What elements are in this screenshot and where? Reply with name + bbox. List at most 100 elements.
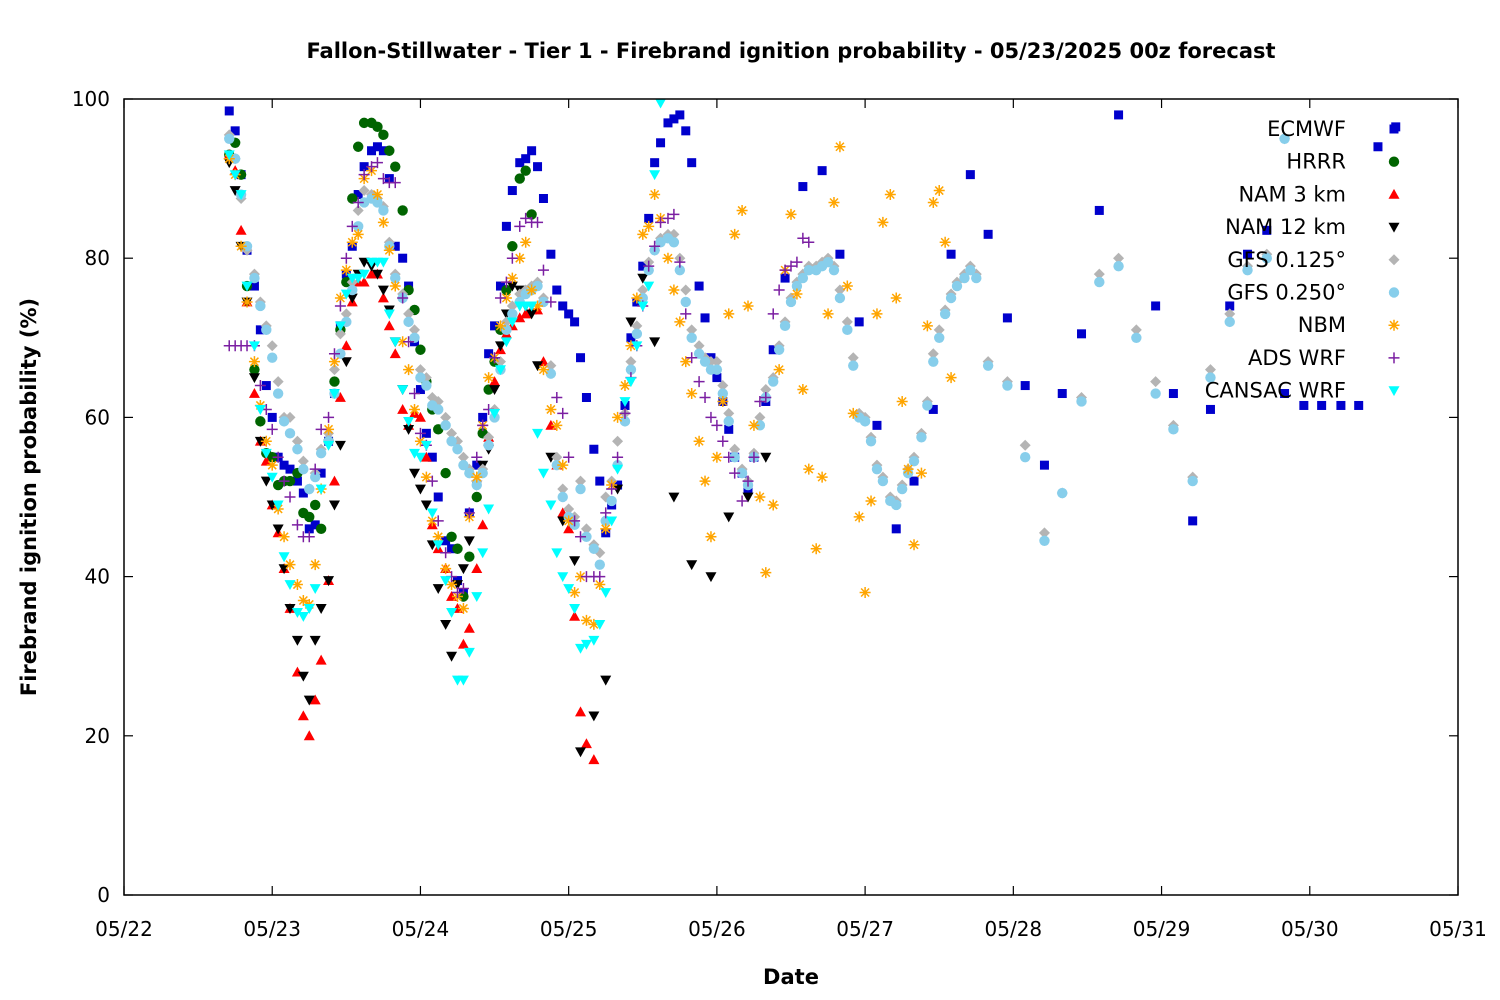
data-point xyxy=(532,280,543,292)
x-tick-label: 05/30 xyxy=(1281,917,1339,941)
data-point xyxy=(248,356,260,368)
data-point xyxy=(693,340,705,352)
legend-label: CANSAC WRF xyxy=(1205,379,1346,403)
data-point xyxy=(569,556,581,567)
data-point xyxy=(291,635,303,646)
data-point xyxy=(490,321,500,331)
data-point xyxy=(463,647,475,658)
data-point xyxy=(580,614,592,626)
data-point xyxy=(315,484,327,495)
data-point xyxy=(612,484,624,495)
data-point xyxy=(600,523,612,535)
y-tick-label: 20 xyxy=(85,724,110,748)
data-point xyxy=(340,264,352,276)
data-point xyxy=(631,320,643,332)
data-point xyxy=(1130,324,1142,336)
data-point xyxy=(922,400,933,411)
data-point xyxy=(619,416,631,427)
data-point xyxy=(563,503,575,515)
data-point xyxy=(292,444,303,455)
data-point xyxy=(890,292,902,304)
data-point xyxy=(546,249,556,259)
data-point xyxy=(390,241,400,251)
y-axis-label: Firebrand ignition probability (%) xyxy=(17,298,41,696)
data-point xyxy=(346,220,358,232)
data-point xyxy=(284,475,296,487)
data-point xyxy=(1113,260,1124,272)
data-point xyxy=(501,284,512,296)
data-point xyxy=(278,416,290,427)
data-point xyxy=(309,694,321,705)
series-7 xyxy=(223,157,815,599)
data-point xyxy=(235,224,247,235)
data-point xyxy=(594,579,606,591)
data-point xyxy=(334,440,346,451)
data-point xyxy=(483,372,495,384)
data-point xyxy=(366,161,378,173)
data-point xyxy=(229,170,241,181)
data-point xyxy=(662,252,674,264)
data-point xyxy=(377,216,389,228)
data-point xyxy=(494,320,506,332)
data-point xyxy=(1057,487,1068,499)
data-point xyxy=(982,360,994,371)
data-point xyxy=(588,635,600,646)
data-point xyxy=(520,165,531,176)
data-point xyxy=(575,643,587,654)
data-point xyxy=(600,675,612,686)
data-point xyxy=(323,576,335,587)
data-point xyxy=(575,483,586,495)
data-point xyxy=(545,368,557,379)
data-point xyxy=(446,591,458,601)
data-point xyxy=(1076,396,1087,407)
data-point xyxy=(588,543,600,554)
data-point xyxy=(558,301,568,311)
data-point xyxy=(736,204,748,216)
data-point xyxy=(507,241,518,252)
data-point xyxy=(1168,424,1179,435)
data-point xyxy=(896,395,908,407)
data-point xyxy=(446,531,457,542)
data-point xyxy=(552,285,562,295)
data-point xyxy=(785,260,797,272)
data-point xyxy=(440,467,451,479)
data-point xyxy=(403,336,415,348)
data-point xyxy=(711,364,723,375)
legend-label: HRRR xyxy=(1286,150,1346,174)
data-point xyxy=(414,452,426,463)
data-point xyxy=(915,467,927,479)
data-point xyxy=(506,281,518,292)
data-point xyxy=(1038,527,1050,539)
data-point xyxy=(959,272,970,284)
data-point xyxy=(533,162,543,172)
data-point xyxy=(545,403,557,415)
data-point xyxy=(551,451,563,463)
data-point xyxy=(655,98,667,109)
data-point xyxy=(754,491,766,503)
data-point xyxy=(1317,400,1327,410)
data-point xyxy=(383,244,395,256)
data-point xyxy=(662,212,674,224)
chart-title: Fallon-Stillwater - Tier 1 - Firebrand i… xyxy=(306,39,1275,63)
data-point xyxy=(353,190,363,200)
data-point xyxy=(729,228,741,240)
data-point xyxy=(346,236,358,248)
data-point xyxy=(600,507,612,519)
data-point xyxy=(797,272,809,284)
data-point xyxy=(421,428,431,438)
data-point xyxy=(358,169,370,181)
data-point xyxy=(1113,252,1125,264)
data-point xyxy=(575,706,587,717)
data-point xyxy=(427,452,437,462)
legend: ECMWF HRRR NAM 3 km NAM 12 km GFS 0.125° GFS … xyxy=(1205,117,1400,403)
data-point xyxy=(668,284,680,296)
data-point xyxy=(686,352,698,364)
data-point xyxy=(859,416,871,427)
data-point xyxy=(545,296,557,308)
data-point xyxy=(767,499,779,511)
data-point xyxy=(656,138,666,148)
data-point xyxy=(1243,249,1253,259)
data-point xyxy=(1188,516,1198,526)
data-point xyxy=(631,292,643,304)
data-point xyxy=(569,515,581,527)
